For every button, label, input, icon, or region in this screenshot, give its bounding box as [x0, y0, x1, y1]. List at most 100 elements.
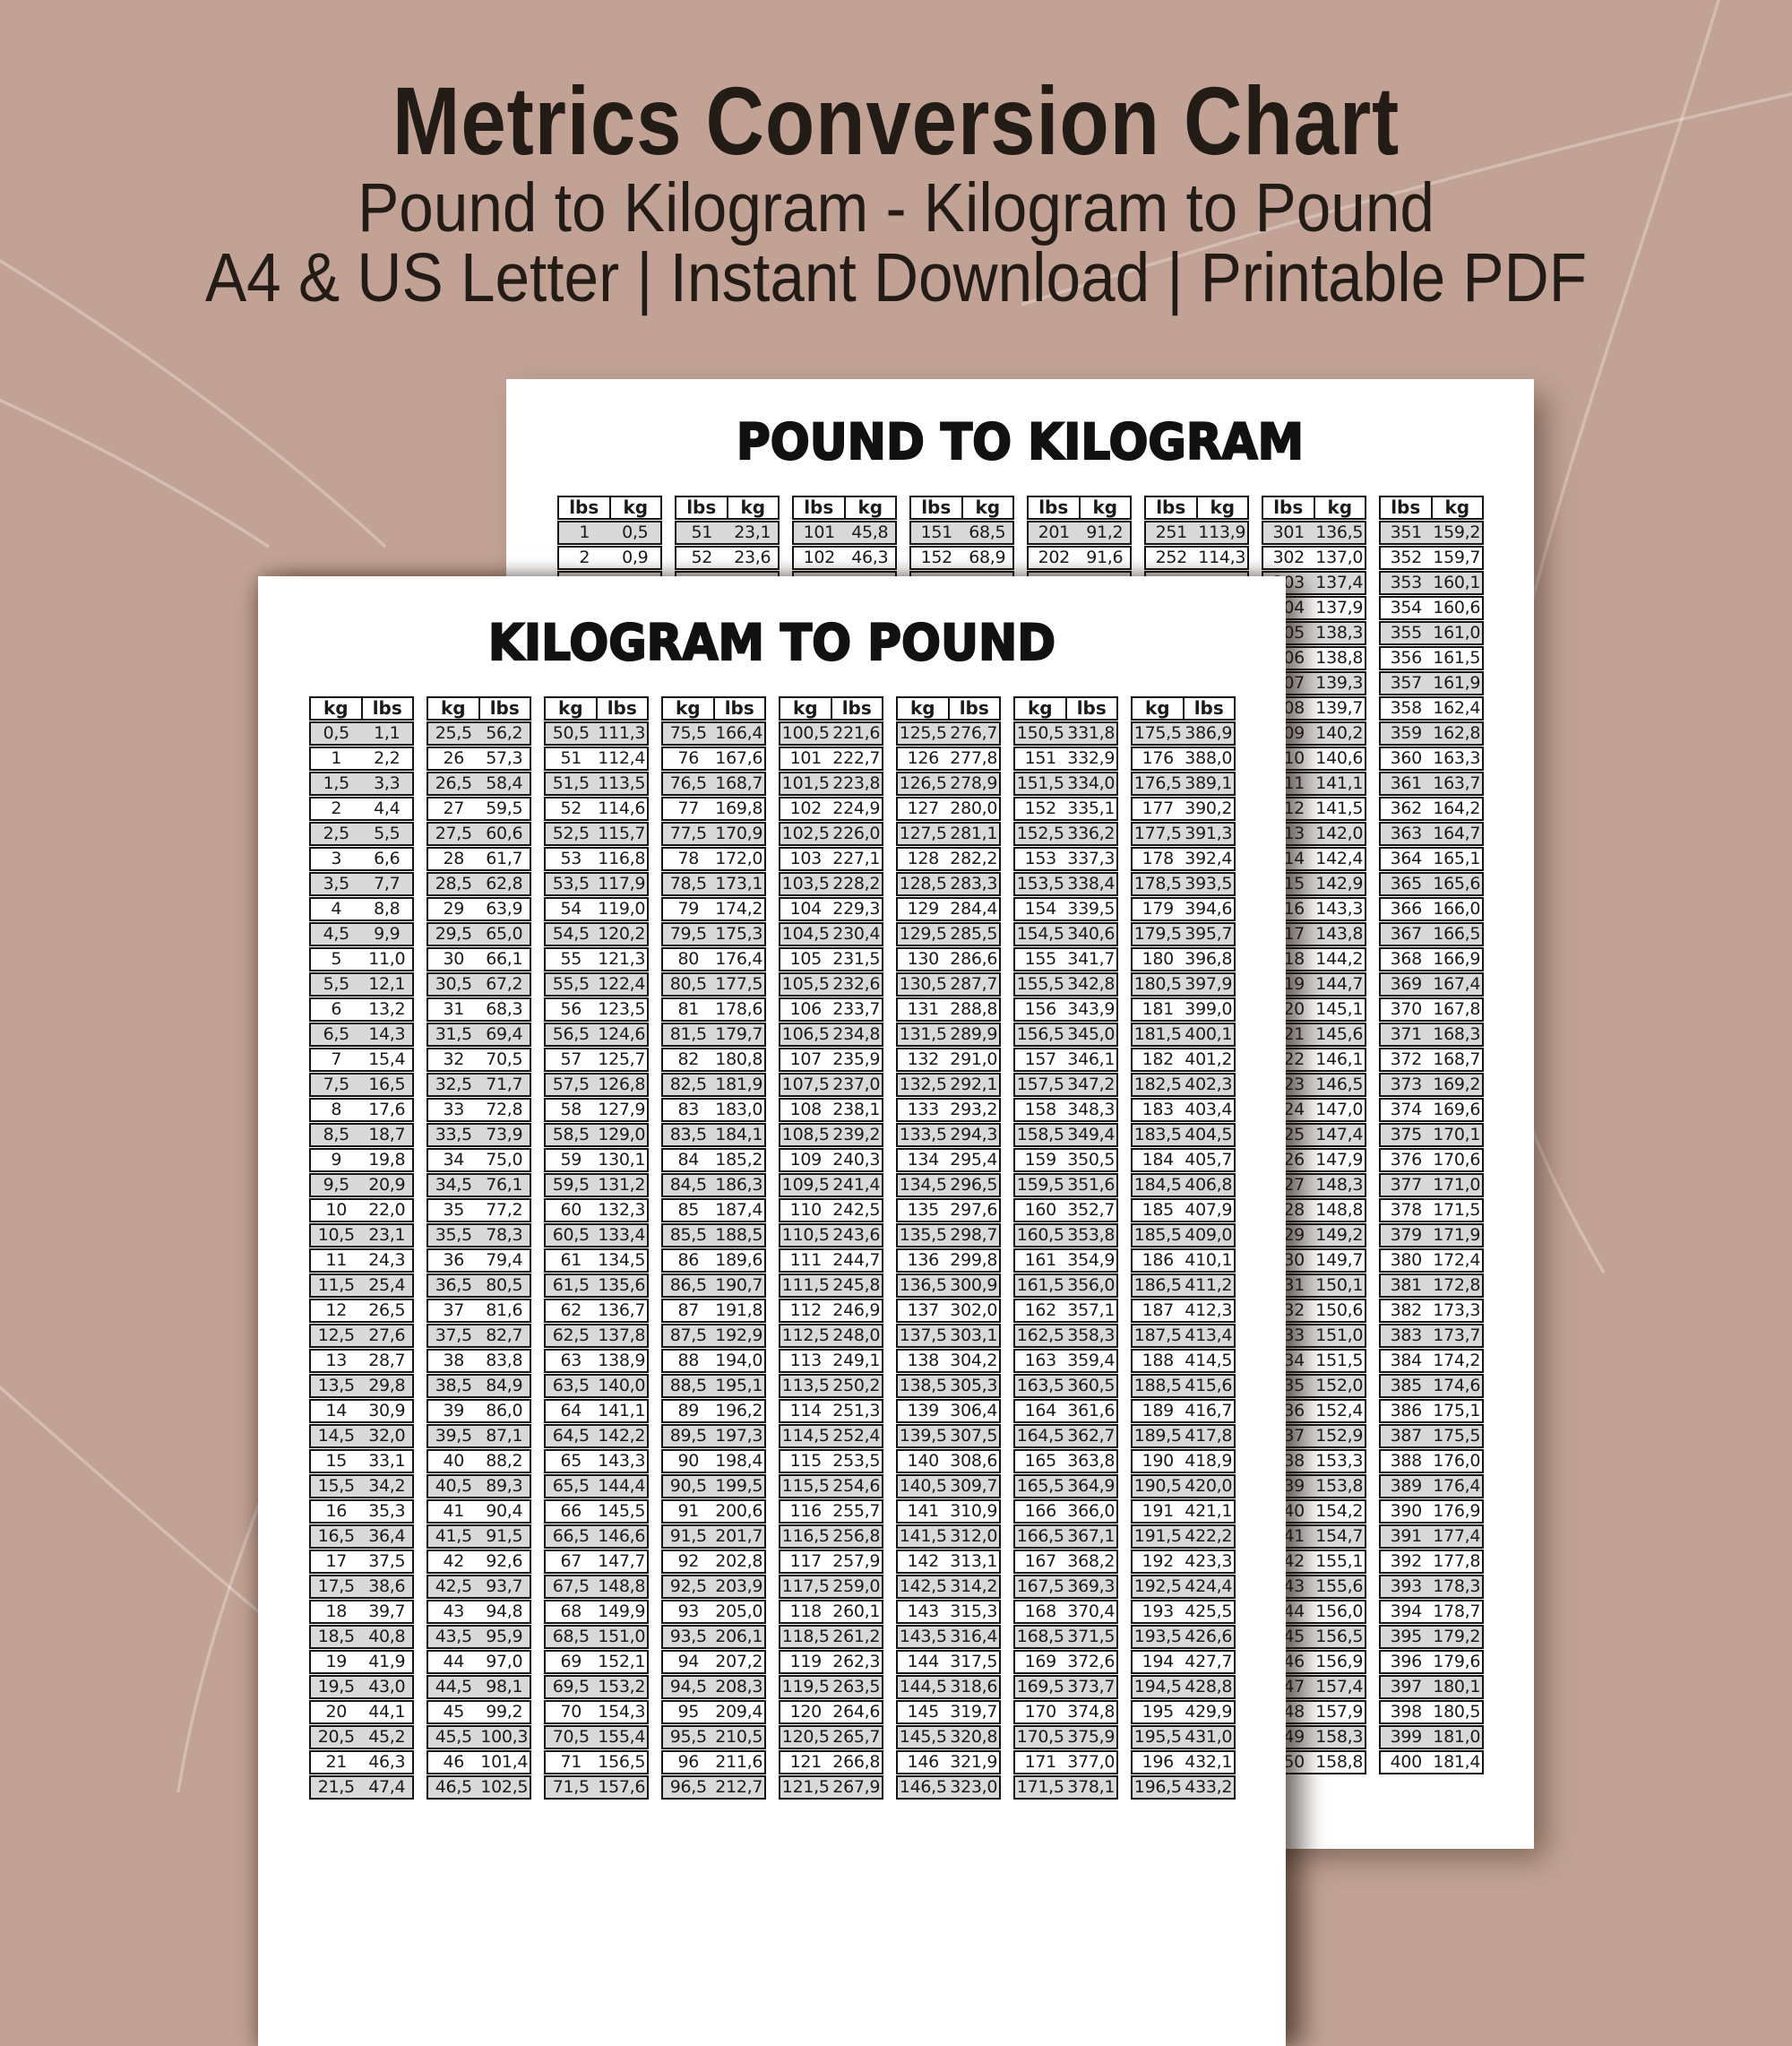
value-cell: 142: [907, 1551, 940, 1571]
value-cell: 212,7: [715, 1777, 763, 1797]
value-cell: 9: [331, 1150, 342, 1170]
value-cell: 120,5: [781, 1727, 830, 1747]
value-cell: 159,5: [1016, 1175, 1064, 1195]
col-header-lbs: lbs: [1076, 697, 1107, 720]
value-cell: 139,7: [1315, 698, 1364, 718]
value-cell: 164,5: [1016, 1426, 1064, 1446]
table-row: 30,5 67,2: [426, 972, 531, 997]
table-row: 133,5 294,3: [896, 1123, 1001, 1147]
value-cell: 102,5: [480, 1777, 529, 1797]
value-cell: 155,6: [1315, 1576, 1364, 1596]
value-cell: 284,4: [950, 899, 998, 919]
table-row: 42 92,6: [426, 1550, 531, 1574]
table-row: 34,5 76,1: [426, 1173, 531, 1197]
table-row: 57 125,7: [544, 1048, 649, 1072]
value-cell: 126,5: [899, 773, 947, 793]
value-cell: 86,0: [486, 1401, 523, 1420]
table-row: 193 425,5: [1131, 1600, 1236, 1624]
value-cell: 143,3: [598, 1451, 646, 1471]
value-cell: 73,9: [486, 1125, 523, 1144]
table-row: 58,5 129,0: [544, 1123, 649, 1147]
value-cell: 2,2: [374, 748, 401, 768]
value-cell: 211,6: [715, 1752, 763, 1772]
value-cell: 86: [677, 1250, 700, 1270]
value-cell: 361,6: [1067, 1401, 1116, 1420]
value-cell: 153,2: [598, 1677, 646, 1696]
value-cell: 174,6: [1433, 1376, 1481, 1395]
value-cell: 394: [1390, 1601, 1423, 1621]
table-row: 171,5 378,1: [1013, 1775, 1118, 1800]
value-cell: 121: [789, 1752, 823, 1772]
table-row: 108,5 239,2: [779, 1123, 883, 1147]
value-cell: 27: [443, 799, 465, 818]
value-cell: 195,5: [1133, 1727, 1182, 1747]
col-header-kg: kg: [1133, 697, 1185, 719]
col-header-kg: kg: [1444, 496, 1470, 519]
value-cell: 389,1: [1185, 773, 1233, 793]
value-cell: 257,9: [832, 1551, 881, 1571]
value-cell: 40: [443, 1451, 465, 1471]
value-cell: 6,6: [374, 849, 401, 868]
value-cell: 63,9: [486, 899, 523, 919]
table-row: 52,5 115,7: [544, 822, 649, 846]
table-row: 187 412,3: [1131, 1299, 1236, 1323]
value-cell: 195,1: [715, 1376, 763, 1395]
table-row: 10 22,0: [309, 1198, 414, 1222]
table-row: 66 145,5: [544, 1499, 649, 1524]
value-cell: 166,9: [1433, 949, 1481, 969]
value-cell: 111: [789, 1250, 823, 1270]
value-cell: 228,2: [832, 874, 881, 894]
value-cell: 3,5: [323, 874, 350, 894]
value-cell: 104: [789, 899, 823, 919]
value-cell: 8,8: [374, 899, 401, 919]
table-row: 51 23,1: [675, 521, 780, 545]
table-row: 181 399,0: [1131, 997, 1236, 1022]
value-cell: 143,8: [1315, 924, 1364, 944]
value-cell: 146,5: [1315, 1075, 1364, 1094]
value-cell: 384: [1390, 1351, 1423, 1370]
value-cell: 45,2: [368, 1727, 406, 1747]
col-header-kg: kg: [975, 496, 1001, 519]
table-row: 377 171,0: [1379, 1173, 1484, 1197]
value-cell: 178,6: [715, 999, 763, 1019]
value-cell: 350,5: [1067, 1150, 1116, 1170]
table-row: 16,5 36,4: [309, 1524, 414, 1549]
table-row: 195,5 431,0: [1131, 1725, 1236, 1749]
table-row: 61,5 135,6: [544, 1273, 649, 1298]
table-row: 103 227,1: [779, 847, 883, 871]
value-cell: 168,3: [1433, 1024, 1481, 1044]
table-row: 59,5 131,2: [544, 1173, 649, 1197]
value-cell: 143,3: [1315, 899, 1364, 919]
value-cell: 379: [1390, 1225, 1423, 1245]
value-cell: 151,0: [1315, 1325, 1364, 1345]
table-row: 76,5 168,7: [661, 772, 766, 796]
table-row: 154 339,5: [1013, 897, 1118, 921]
table-row: 117,5 259,0: [779, 1575, 883, 1599]
value-cell: 81: [677, 999, 700, 1019]
value-cell: 96,5: [669, 1777, 707, 1797]
value-cell: 365: [1390, 874, 1423, 894]
table-row: 106 233,7: [779, 997, 883, 1022]
value-cell: 174,2: [715, 899, 763, 919]
value-cell: 7: [331, 1049, 342, 1069]
table-row: 59 130,1: [544, 1148, 649, 1172]
value-cell: 431,0: [1185, 1727, 1233, 1747]
value-cell: 2,5: [323, 824, 350, 843]
value-cell: 187: [1142, 1300, 1175, 1320]
value-cell: 176,5: [1133, 773, 1182, 793]
table-row: 19,5 43,0: [309, 1675, 414, 1699]
value-cell: 171,5: [1433, 1200, 1481, 1220]
value-cell: 153,8: [1315, 1476, 1364, 1496]
table-row: 162,5 358,3: [1013, 1324, 1118, 1348]
table-row: 187,5 413,4: [1131, 1324, 1236, 1348]
value-cell: 46,3: [851, 548, 889, 567]
value-cell: 403,4: [1185, 1100, 1233, 1119]
value-cell: 380: [1390, 1250, 1423, 1270]
value-cell: 116: [789, 1501, 823, 1521]
value-cell: 171,9: [1433, 1225, 1481, 1245]
value-cell: 117: [789, 1551, 823, 1571]
value-cell: 400: [1390, 1752, 1423, 1772]
value-cell: 171: [1024, 1752, 1057, 1772]
column-header-row: lbs kg: [792, 496, 897, 520]
value-cell: 168,5: [1016, 1627, 1064, 1646]
